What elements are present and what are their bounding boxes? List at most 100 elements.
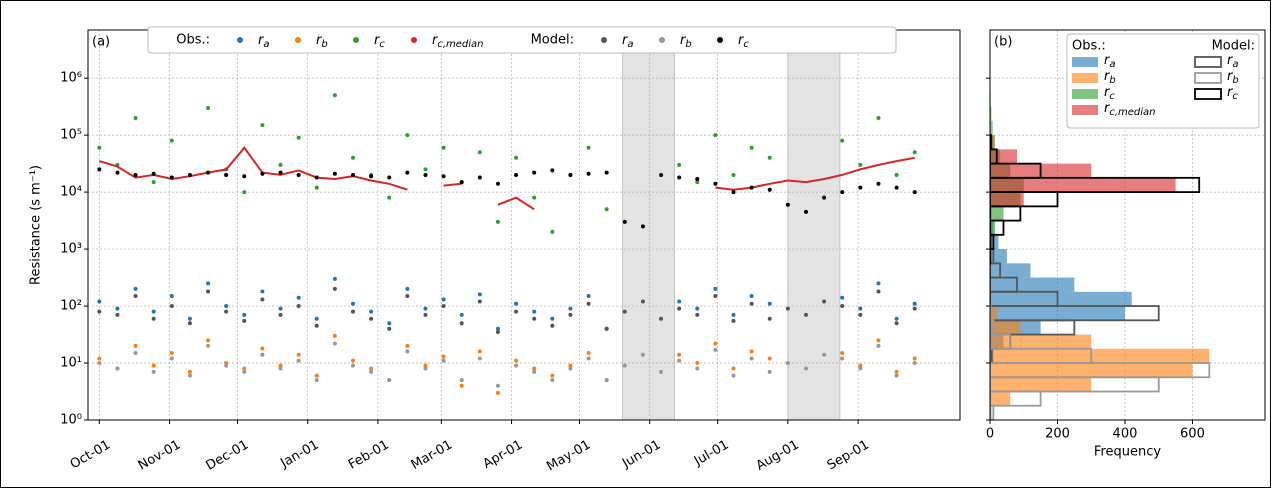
point [749, 145, 754, 150]
point [224, 304, 229, 309]
point [731, 366, 736, 371]
point [894, 373, 899, 378]
point [568, 306, 573, 311]
point [495, 181, 500, 186]
panel-label: (b) [994, 35, 1012, 50]
point [314, 378, 319, 383]
point [151, 309, 156, 314]
point [224, 172, 229, 177]
point [677, 175, 682, 180]
hist-bar [990, 276, 1018, 293]
point [640, 224, 645, 229]
point [387, 195, 392, 200]
legend-swatch [1072, 73, 1098, 83]
point [387, 321, 392, 326]
point [151, 171, 156, 176]
hist-bar [990, 206, 1004, 221]
point [387, 175, 392, 180]
point [550, 323, 555, 328]
plot-area [990, 30, 1265, 420]
hist-bar [990, 333, 1012, 350]
point [677, 358, 682, 363]
point [840, 138, 845, 143]
point [532, 195, 537, 200]
point [912, 190, 917, 195]
point [151, 180, 156, 185]
hist-bar [990, 149, 1017, 164]
point [677, 352, 682, 357]
legend-swatch [1072, 89, 1098, 99]
point [731, 312, 736, 317]
point [423, 312, 428, 317]
point [477, 292, 482, 297]
point [405, 170, 410, 175]
point [568, 312, 573, 317]
point [659, 172, 664, 177]
point [785, 202, 790, 207]
point [405, 286, 410, 291]
point [568, 366, 573, 371]
legend-marker [411, 37, 417, 43]
point [296, 172, 301, 177]
hist-bar [990, 192, 1024, 207]
legend-label: ra [1227, 53, 1239, 71]
point [894, 316, 899, 321]
point [550, 373, 555, 378]
point [495, 326, 500, 331]
point [731, 318, 736, 323]
point [441, 174, 446, 179]
legend-title: Model: [531, 33, 574, 48]
point [133, 115, 138, 120]
legend-label: rc [738, 33, 749, 51]
point [350, 155, 355, 160]
point [731, 190, 736, 195]
point [695, 312, 700, 317]
legend-title: Obs.: [1072, 39, 1106, 54]
y-tick-label: 10⁴ [60, 185, 82, 200]
point [242, 190, 247, 195]
point [749, 349, 754, 354]
hist-bar [990, 320, 1021, 335]
point [387, 326, 392, 331]
point [97, 299, 102, 304]
point [876, 289, 881, 294]
point [822, 195, 827, 200]
hist-bar [990, 334, 1092, 349]
point [133, 343, 138, 348]
point [332, 171, 337, 176]
point [586, 145, 591, 150]
point [97, 309, 102, 314]
point [151, 363, 156, 368]
point [242, 369, 247, 374]
point [133, 286, 138, 291]
point [260, 346, 265, 351]
point [840, 304, 845, 309]
hist-bar [990, 305, 1160, 322]
x-tick-label: 400 [1113, 427, 1138, 442]
point [894, 321, 899, 326]
hist-bar [990, 391, 1011, 406]
point [97, 361, 102, 366]
point [514, 309, 519, 314]
point [441, 358, 446, 363]
point [822, 299, 827, 304]
point [695, 180, 700, 185]
y-tick-label: 10⁶ [60, 71, 82, 86]
point [206, 170, 211, 175]
point [459, 383, 464, 388]
point [677, 306, 682, 311]
point [858, 312, 863, 317]
point [477, 299, 482, 304]
legend-label: ra [258, 33, 270, 51]
point [767, 316, 772, 321]
point [169, 175, 174, 180]
legend-title: Model: [1212, 39, 1255, 54]
legend-label: ra [1104, 53, 1116, 71]
point [840, 190, 845, 195]
point [713, 347, 718, 352]
point [622, 309, 627, 314]
legend-swatch [1194, 88, 1222, 100]
hist-bar [990, 347, 1093, 364]
hist-bar [990, 348, 1210, 364]
point [695, 366, 700, 371]
